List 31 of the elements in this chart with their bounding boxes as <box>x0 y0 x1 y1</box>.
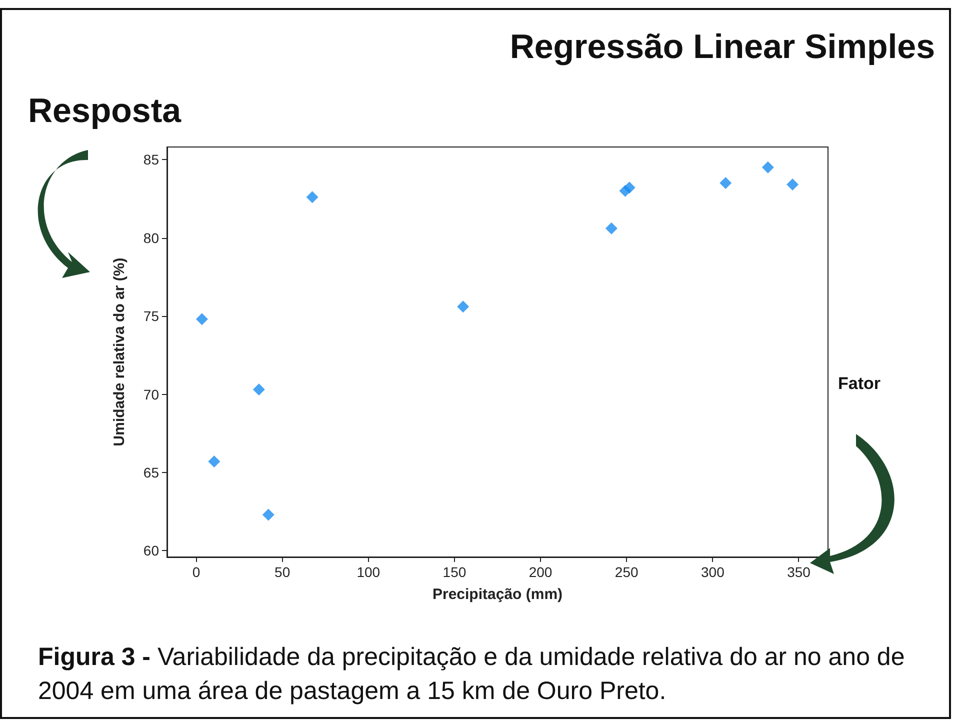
point <box>196 313 208 326</box>
text: Resposta <box>28 92 182 131</box>
point <box>623 182 636 194</box>
x-axis-title: Precipitação (mm) <box>432 586 563 603</box>
chart-title: Regressão Linear Simples <box>510 28 935 67</box>
y-tick-label: 60 <box>143 542 160 559</box>
point <box>720 176 732 189</box>
x-tick-label: 350 <box>787 564 811 580</box>
point <box>208 456 220 468</box>
x-tick-label: 100 <box>356 564 380 580</box>
point <box>762 161 774 174</box>
text: Figura 3 - <box>38 643 151 671</box>
point <box>262 508 274 521</box>
point <box>786 178 799 191</box>
point <box>457 300 470 313</box>
y-tick-label: 70 <box>143 386 160 402</box>
x-tick-label: 0 <box>192 564 200 580</box>
text: Fator <box>838 374 880 394</box>
x-tick-label: 250 <box>614 564 638 580</box>
x-tick-label: 150 <box>442 564 466 580</box>
point <box>252 384 265 396</box>
x-tick-label: 200 <box>528 564 552 580</box>
y-tick-label: 65 <box>143 464 160 480</box>
y-tick-label: 80 <box>143 230 160 246</box>
y-tick-label: 75 <box>143 308 160 324</box>
y-axis-title: Umidade relativa do ar (%) <box>111 258 128 446</box>
y-tick-label: 85 <box>143 152 160 168</box>
point <box>306 191 318 204</box>
point <box>605 222 618 234</box>
x-tick-label: 300 <box>700 564 725 580</box>
x-tick-label: 50 <box>274 564 290 580</box>
